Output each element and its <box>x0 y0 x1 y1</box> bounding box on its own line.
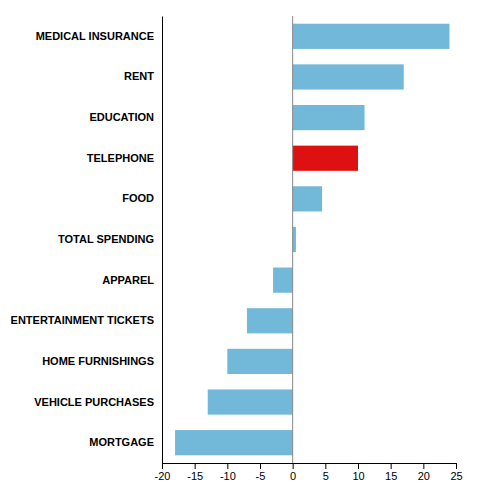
x-tick-mark <box>456 463 457 469</box>
bar <box>175 430 293 455</box>
y-tick: EDUCATION <box>89 111 154 123</box>
bar <box>293 105 365 130</box>
x-tick-mark <box>391 463 392 469</box>
y-tick: RENT <box>124 70 154 82</box>
bar <box>293 24 450 49</box>
x-tick-label: 25 <box>450 470 462 482</box>
plot: -20 -15 -10 -5 0 5 10 15 20 25 MEDICAL INSURANCE RE… <box>11 16 463 482</box>
category-label: TOTAL SPENDING <box>58 233 154 245</box>
x-tick-label: -5 <box>256 470 266 482</box>
zero-line <box>292 16 293 463</box>
y-tick: HOME FURNISHINGS <box>42 355 154 367</box>
category-label: EDUCATION <box>89 111 154 123</box>
y-tick: ENTERTAINMENT TICKETS <box>11 314 154 326</box>
y-tick: FOOD <box>122 192 154 204</box>
x-tick: 10 <box>352 463 364 482</box>
x-tick: -5 <box>256 463 266 482</box>
x-tick-mark <box>227 463 228 469</box>
x-tick-label: -10 <box>220 470 236 482</box>
y-tick: TOTAL SPENDING <box>58 233 154 245</box>
bar <box>227 349 292 374</box>
x-axis-line <box>163 464 457 470</box>
bars <box>175 24 449 456</box>
x-tick-mark <box>195 463 196 469</box>
y-tick: APPAREL <box>102 274 154 286</box>
x-tick-label: -20 <box>155 470 171 482</box>
y-tick: TELEPHONE <box>87 152 154 164</box>
x-tick: -10 <box>220 463 236 482</box>
y-axis: MEDICAL INSURANCE RENT EDUCATION TELEPHONE F… <box>11 17 163 464</box>
category-label: TELEPHONE <box>87 152 154 164</box>
bar <box>293 146 358 171</box>
x-tick-label: 0 <box>290 470 296 482</box>
category-label: HOME FURNISHINGS <box>42 355 154 367</box>
x-tick-mark <box>162 463 163 469</box>
x-tick: 15 <box>385 463 397 482</box>
category-label: APPAREL <box>102 274 154 286</box>
x-tick-mark <box>260 463 261 469</box>
x-tick-mark <box>423 463 424 469</box>
x-tick-mark <box>293 463 294 469</box>
category-label: MORTGAGE <box>89 436 154 448</box>
bar <box>247 308 293 333</box>
bar <box>293 64 404 89</box>
y-tick: MORTGAGE <box>89 436 154 448</box>
x-axis: -20 -15 -10 -5 0 5 10 15 20 25 <box>155 463 463 482</box>
category-label: FOOD <box>122 192 154 204</box>
x-tick-label: 20 <box>418 470 430 482</box>
y-axis-line <box>162 17 163 464</box>
bar <box>208 389 293 414</box>
x-tick-mark <box>358 463 359 469</box>
chart: -20 -15 -10 -5 0 5 10 15 20 25 MEDICAL INSURANCE RE… <box>0 0 478 497</box>
x-tick: -15 <box>187 463 203 482</box>
x-tick: 0 <box>290 463 296 482</box>
category-label: RENT <box>124 70 154 82</box>
x-tick-label: 10 <box>352 470 364 482</box>
y-tick: VEHICLE PURCHASES <box>34 396 154 408</box>
category-label: MEDICAL INSURANCE <box>36 30 154 42</box>
category-label: ENTERTAINMENT TICKETS <box>11 314 154 326</box>
y-tick: MEDICAL INSURANCE <box>36 30 154 42</box>
x-tick: 25 <box>450 463 462 482</box>
x-tick-label: -15 <box>187 470 203 482</box>
bar <box>273 268 293 293</box>
bar <box>293 186 322 211</box>
x-tick: -20 <box>155 463 171 482</box>
x-tick: 20 <box>418 463 430 482</box>
x-tick-label: 15 <box>385 470 397 482</box>
x-tick: 5 <box>323 463 329 482</box>
category-label: VEHICLE PURCHASES <box>34 396 154 408</box>
x-tick-mark <box>325 463 326 469</box>
x-tick-label: 5 <box>323 470 329 482</box>
